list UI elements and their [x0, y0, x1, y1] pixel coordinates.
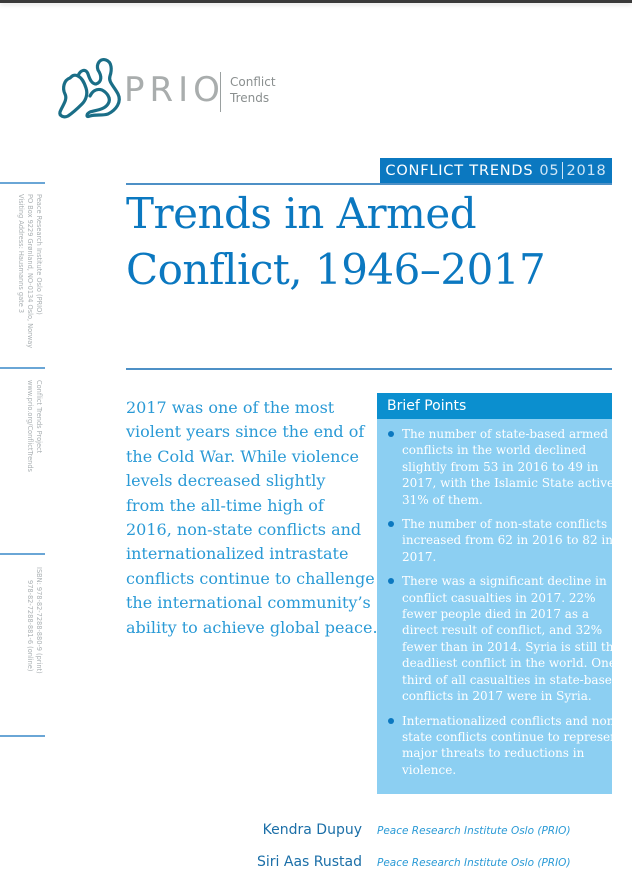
brief-line: state conflicts continue to represent	[402, 729, 623, 744]
logo-subtitle-line2: Trends	[230, 91, 270, 105]
logo-subtitle-line1: Conflict	[230, 75, 276, 89]
lead-line: from the all-time high of	[126, 495, 324, 515]
sidebar-project: Conflict Trends Project www.prio.org/Con…	[25, 380, 43, 550]
brief-line: major threats to reductions in	[402, 746, 585, 761]
brief-point: There was a significant decline in confl…	[387, 573, 621, 704]
author-affiliation: Peace Research Institute Oslo (PRIO)	[377, 857, 571, 869]
project-name: Conflict Trends Project	[35, 380, 43, 454]
brief-point: The number of non-state conflicts increa…	[387, 516, 613, 565]
sidebar-rule-3	[0, 553, 45, 555]
bullet-icon	[388, 717, 394, 724]
banner-divider	[562, 162, 564, 179]
brief-line: fewer people died in 2017 as a	[402, 607, 590, 622]
issue-number: 05	[539, 162, 560, 179]
brief-point: The number of state-based armed conflict…	[387, 426, 630, 508]
project-url[interactable]: www.prio.org/ConflictTrends	[26, 380, 34, 472]
lead-line: internationalized intrastate	[126, 544, 349, 564]
lead-line: ability to achieve global peace.	[126, 617, 378, 637]
brief-line: conflicts in 2017 were in Syria.	[402, 689, 592, 704]
address-line-2: PO Box 9229 Grønland, NO-0134 Oslo, Norw…	[26, 194, 34, 349]
isbn-print: ISBN: 978-82-7288-880-9 (print)	[35, 567, 43, 674]
prio-figures-icon	[58, 58, 121, 119]
sidebar-rule-1	[0, 182, 45, 184]
address-line-1: Peace Research Institute Oslo (PRIO)	[35, 194, 43, 315]
page-title: Trends in Armed Conflict, 1946–2017	[126, 186, 606, 298]
lead-line: conflicts continue to challenge	[126, 568, 375, 588]
bullet-icon	[388, 578, 394, 585]
title-bottom-rule	[126, 368, 612, 370]
author-affiliation: Peace Research Institute Oslo (PRIO)	[377, 825, 571, 837]
address-line-3: Visiting Address: Hausmanns gate 3	[17, 194, 25, 314]
author-name: Kendra Dupuy	[262, 822, 362, 838]
brief-line: 2017.	[402, 549, 437, 564]
lead-paragraph: 2017 was one of the most violent years s…	[126, 396, 378, 640]
prio-logo: PRIO Conflict Trends	[56, 52, 296, 124]
bullet-icon	[388, 521, 394, 528]
brief-points-box: Brief Points The number of state-based a…	[377, 393, 630, 794]
sidebar-rule-4	[0, 735, 45, 737]
brief-line: Internationalized conflicts and non-	[402, 713, 619, 728]
bullet-icon	[388, 431, 394, 437]
brief-line: direct result of conflict, and 32%	[402, 623, 603, 638]
top-border	[0, 0, 632, 3]
author-name: Siri Aas Rustad	[257, 854, 362, 870]
isbn-online: 978-82-7288-881-6 (online)	[26, 580, 34, 672]
lead-line: the Cold War. While violence	[126, 446, 359, 466]
author-row: Kendra Dupuy Peace Research Institute Os…	[0, 822, 632, 846]
brief-points-list: The number of state-based armed conflict…	[377, 419, 630, 779]
prio-wordmark: PRIO	[124, 70, 225, 110]
issue-year: 2018	[566, 162, 607, 179]
brief-line: 2017, with the Islamic State active in	[402, 476, 630, 491]
brief-points-heading: Brief Points	[377, 393, 612, 419]
sidebar-rule-2	[0, 367, 45, 369]
brief-line: deadliest conflict in the world. One-	[402, 656, 621, 671]
brief-point: Internationalized conflicts and non- sta…	[387, 713, 623, 779]
lead-line: violent years since the end of	[126, 422, 365, 442]
series-name: CONFLICT TRENDS	[385, 162, 534, 179]
title-line-1: Trends in Armed	[126, 189, 477, 238]
brief-line: conflict casualties in 2017. 22%	[402, 590, 596, 605]
brief-line: There was a significant decline in	[402, 574, 607, 589]
brief-line: 31% of them.	[402, 492, 483, 507]
logo-divider	[220, 72, 221, 112]
brief-line: The number of state-based armed	[402, 427, 609, 441]
brief-line: violence.	[402, 762, 457, 777]
brief-line: conflicts in the world declined	[402, 443, 587, 458]
series-banner: CONFLICT TRENDS 05 2018	[380, 158, 612, 183]
sidebar-isbn: ISBN: 978-82-7288-880-9 (print) 978-82-7…	[25, 567, 43, 732]
brief-line: fewer than in 2014. Syria is still the	[402, 639, 621, 654]
brief-line: The number of non-state conflicts	[402, 517, 608, 532]
author-row: Siri Aas Rustad Peace Research Institute…	[0, 854, 632, 878]
sidebar-address: Peace Research Institute Oslo (PRIO) PO …	[16, 194, 43, 364]
brief-line: third of all casualties in state-based	[402, 672, 620, 687]
title-line-2: Conflict, 1946–2017	[126, 245, 546, 294]
lead-line: the international community’s	[126, 593, 371, 613]
brief-line: slightly from 53 in 2016 to 49 in	[402, 459, 599, 474]
title-top-rule	[126, 183, 612, 185]
lead-line: levels decreased slightly	[126, 471, 326, 491]
brief-line: increased from 62 in 2016 to 82 in	[402, 533, 613, 548]
logo-subtitle: Conflict Trends	[230, 74, 276, 106]
lead-line: 2016, non-state conflicts and	[126, 520, 362, 540]
lead-line: 2017 was one of the most	[126, 398, 335, 417]
